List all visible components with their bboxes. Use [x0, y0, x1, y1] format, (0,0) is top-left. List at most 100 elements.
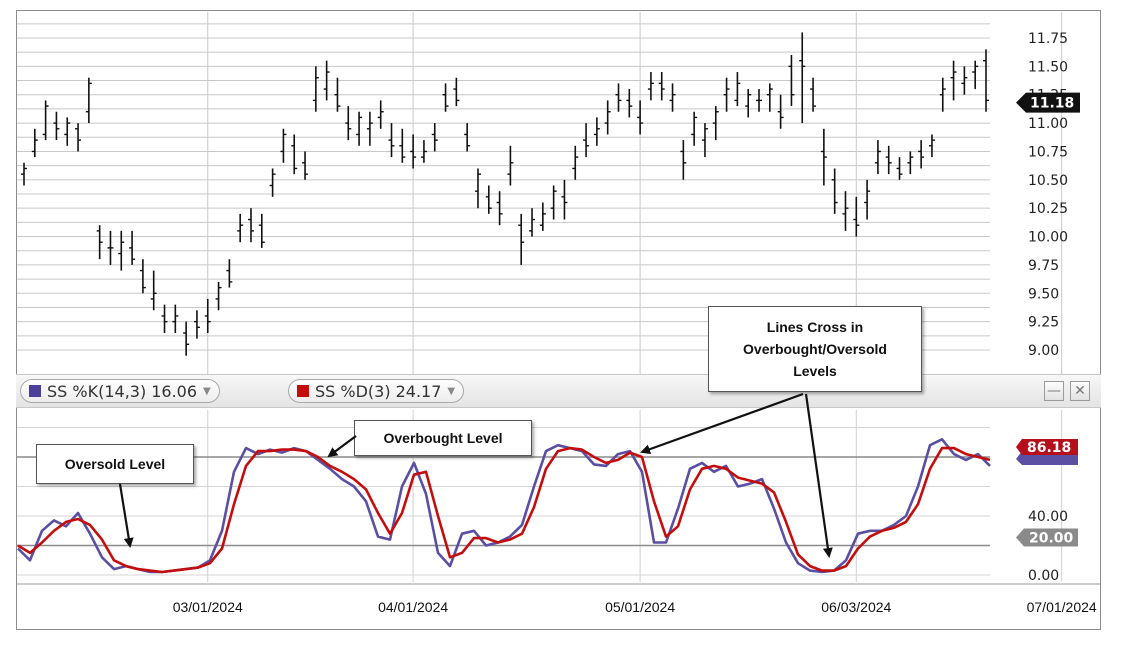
ohlc-bar	[107, 230, 114, 265]
ohlc-bar	[701, 123, 708, 158]
ohlc-bar	[31, 128, 38, 158]
callout-lines-cross-line1: Lines Cross in	[766, 319, 864, 335]
ohlc-bar	[788, 55, 795, 107]
price-tick-label: 9.00	[1028, 343, 1059, 359]
ohlc-bar	[972, 60, 979, 90]
ohlc-bar	[96, 225, 103, 260]
ohlc-bar	[258, 213, 265, 248]
ohlc-bar	[712, 106, 719, 141]
price-tick-label: 10.25	[1028, 201, 1068, 217]
ohlc-bar	[183, 321, 190, 356]
ohlc-bar	[312, 66, 319, 112]
chart-frame	[16, 10, 1101, 630]
ohlc-bar	[53, 111, 60, 141]
ohlc-bar	[345, 106, 352, 141]
ohlc-bar	[474, 168, 481, 209]
legend-value-k: 16.06	[151, 381, 198, 401]
ohlc-bar	[939, 77, 946, 112]
ohlc-bar	[723, 77, 730, 112]
legend-swatch-k	[29, 385, 41, 397]
ohlc-bar	[215, 281, 222, 311]
callout-lines-cross-line3: Levels	[793, 363, 837, 379]
ohlc-bar	[928, 134, 935, 158]
price-tick-label: 11.00	[1028, 116, 1068, 132]
ohlc-bar	[366, 111, 373, 146]
callout-oversold: Oversold Level	[36, 444, 194, 484]
indicator-legend-bar: SS %K(14,3) 16.06 ▼ SS %D(3) 24.17 ▼ — ✕	[16, 374, 1101, 408]
ohlc-bar	[766, 83, 773, 112]
ohlc-bar	[918, 140, 925, 169]
ohlc-bar	[907, 151, 914, 175]
ohlc-bar	[280, 128, 287, 163]
ohlc-bar	[810, 77, 817, 112]
legend-pill-d[interactable]: SS %D(3) 24.17 ▼	[288, 379, 465, 403]
ohlc-bar	[464, 123, 471, 152]
price-tick-label: 10.75	[1028, 144, 1068, 160]
ohlc-bar	[615, 83, 622, 112]
ohlc-bar	[485, 185, 492, 214]
price-tick-label: 9.75	[1028, 258, 1059, 274]
ohlc-bar	[85, 77, 92, 124]
ohlc-bar	[550, 185, 557, 220]
ohlc-bar	[302, 151, 309, 180]
callout-lines-cross-line2: Overbought/Oversold	[743, 341, 887, 357]
ohlc-bar	[529, 208, 536, 237]
price-tick-label: 10.50	[1028, 173, 1068, 189]
ohlc-bar	[64, 117, 71, 146]
chevron-down-icon[interactable]: ▼	[203, 385, 211, 397]
ohlc-bar	[42, 100, 49, 141]
ohlc-bar	[604, 100, 611, 135]
ohlc-bar	[139, 259, 146, 294]
ohlc-bar	[820, 128, 827, 186]
ohlc-bar	[291, 134, 298, 175]
ohlc-bar	[507, 145, 514, 186]
legend-pill-k[interactable]: SS %K(14,3) 16.06 ▼	[20, 379, 220, 403]
ohlc-bar	[734, 72, 741, 107]
price-tick-label: 11.50	[1028, 59, 1068, 75]
ohlc-bar	[204, 298, 211, 333]
chevron-down-icon[interactable]: ▼	[447, 385, 456, 397]
ohlc-bar	[874, 140, 881, 175]
price-tick-label: 9.50	[1028, 286, 1059, 302]
ohlc-bar	[864, 179, 871, 220]
minimize-button[interactable]: —	[1044, 381, 1064, 401]
ohlc-bar	[442, 83, 449, 112]
ohlc-bar	[799, 32, 806, 124]
ohlc-bar	[658, 72, 665, 101]
ohlc-bar	[323, 60, 330, 101]
ohlc-bar	[756, 89, 763, 112]
ohlc-bar	[118, 230, 125, 271]
ohlc-bar	[983, 49, 989, 112]
ohlc-bar	[885, 145, 892, 175]
ohlc-bar	[334, 77, 341, 112]
ohlc-bar	[496, 191, 503, 226]
ohlc-bar	[172, 304, 179, 333]
ohlc-bar	[669, 83, 676, 112]
ohlc-bar	[745, 89, 752, 118]
ohlc-bar	[399, 128, 406, 163]
ohlc-bar	[431, 123, 438, 152]
legend-swatch-d	[297, 385, 309, 397]
ohlc-bar	[75, 123, 82, 152]
last-price-tag	[1016, 92, 1080, 113]
ohlc-bar	[853, 196, 860, 237]
ohlc-bar	[388, 123, 395, 158]
ohlc-bar	[583, 123, 590, 158]
ohlc-bar	[420, 140, 427, 163]
ohlc-bar	[453, 77, 460, 107]
close-button[interactable]: ✕	[1070, 381, 1090, 401]
ohlc-bar	[247, 208, 254, 243]
ohlc-bar	[269, 168, 276, 197]
ohlc-bar	[831, 168, 838, 214]
ohlc-bar	[637, 100, 644, 135]
legend-label-d: SS %D(3)	[315, 381, 391, 401]
ohlc-bar	[356, 111, 363, 146]
ohlc-bar	[680, 140, 687, 180]
price-chart: 11.7511.5011.2511.0010.7510.5010.2510.00…	[17, 12, 1080, 374]
callout-lines-cross: Lines Cross in Overbought/Oversold Level…	[708, 306, 922, 392]
price-tick-label: 10.00	[1028, 230, 1068, 246]
ohlc-bar	[129, 230, 136, 265]
ohlc-bar	[377, 100, 384, 129]
ohlc-bar	[561, 179, 568, 220]
